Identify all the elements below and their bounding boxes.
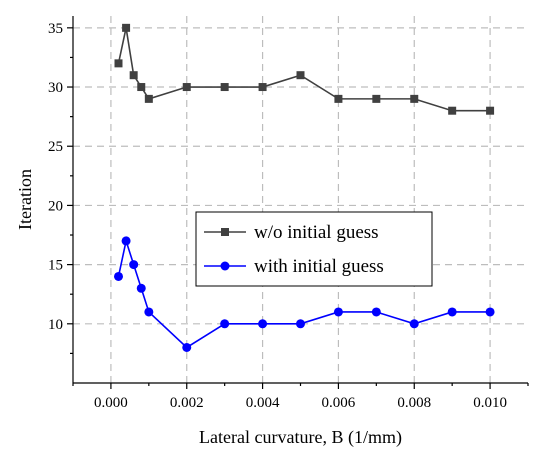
x-tick-label: 0.010 — [473, 395, 507, 411]
series-line — [117, 27, 491, 112]
data-point — [258, 319, 268, 329]
x-tick-label: 0.002 — [170, 395, 204, 411]
data-point — [136, 283, 146, 293]
data-point — [372, 94, 381, 103]
data-point — [114, 59, 123, 68]
data-point — [144, 307, 154, 317]
series-1 — [114, 23, 495, 115]
data-point — [129, 71, 138, 80]
legend-item: w/o initial guess — [204, 222, 379, 243]
data-point — [122, 23, 131, 32]
data-point — [447, 307, 457, 317]
data-point — [410, 94, 419, 103]
y-tick-label: 35 — [48, 21, 63, 37]
x-tick-label: 0.004 — [246, 395, 280, 411]
x-tick-label: 0.000 — [94, 395, 128, 411]
x-axis-title: Lateral curvature, B (1/mm) — [199, 427, 402, 448]
x-axis-ticks: 0.000 0.002 0.004 0.006 0.008 0.010 — [72, 383, 529, 411]
data-point — [409, 319, 419, 329]
x-tick-label: 0.006 — [322, 395, 356, 411]
legend-marker — [221, 228, 229, 236]
data-point — [371, 307, 381, 317]
y-tick-label: 10 — [48, 317, 63, 333]
data-point — [144, 94, 153, 103]
data-point — [334, 94, 343, 103]
legend: w/o initial guess with initial guess — [195, 211, 433, 287]
data-point — [220, 83, 229, 92]
data-point — [485, 307, 495, 317]
data-point — [137, 83, 146, 92]
data-point — [121, 236, 131, 246]
data-point — [448, 106, 457, 115]
legend-box — [195, 211, 433, 287]
y-tick-label: 20 — [48, 198, 63, 214]
data-point — [182, 342, 192, 352]
legend-marker — [220, 261, 230, 271]
data-point — [129, 260, 139, 270]
legend-label: w/o initial guess — [254, 222, 379, 243]
x-tick-label: 0.008 — [397, 395, 431, 411]
legend-item: with initial guess — [204, 256, 384, 277]
data-point — [114, 271, 123, 281]
series-2 — [114, 236, 495, 352]
data-point — [333, 307, 343, 317]
y-tick-label: 15 — [48, 258, 63, 274]
data-point — [296, 71, 305, 80]
series-layer — [114, 23, 495, 352]
y-tick-label: 25 — [48, 139, 63, 155]
data-point — [486, 106, 495, 115]
y-tick-label: 30 — [48, 80, 63, 96]
grid-lines — [73, 16, 528, 383]
data-point — [258, 83, 267, 92]
data-point — [182, 83, 191, 92]
data-point — [220, 319, 230, 329]
data-point — [296, 319, 305, 329]
legend-label: with initial guess — [254, 256, 384, 277]
y-axis-ticks: 10 15 20 25 30 35 — [48, 21, 73, 355]
y-axis-title: Iteration — [15, 169, 35, 230]
